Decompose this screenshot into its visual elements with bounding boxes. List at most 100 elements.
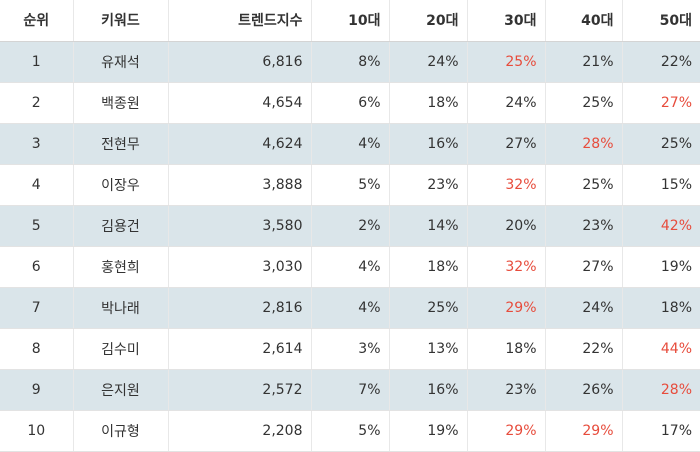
age-40-cell: 24% <box>545 287 623 329</box>
keyword-cell: 이규형 <box>73 410 169 452</box>
trend-index-cell: 2,572 <box>168 369 312 411</box>
keyword-cell: 전현무 <box>73 123 169 165</box>
age-50-cell: 17% <box>622 410 700 452</box>
table-row: 7 박나래 2,816 4% 25% 29% 24% 18% <box>0 287 700 329</box>
age-20-cell: 23% <box>389 164 468 206</box>
header-age-30: 30대 <box>467 0 546 42</box>
age-10-cell: 4% <box>311 287 390 329</box>
age-20-cell: 16% <box>389 369 468 411</box>
age-30-cell: 29% <box>467 287 546 329</box>
age-20-cell: 13% <box>389 328 468 370</box>
age-10-cell: 4% <box>311 246 390 288</box>
keyword-cell: 박나래 <box>73 287 169 329</box>
age-50-cell: 22% <box>622 41 700 83</box>
rank-cell: 9 <box>0 369 74 411</box>
trend-index-cell: 2,614 <box>168 328 312 370</box>
keyword-cell: 백종원 <box>73 82 169 124</box>
age-20-cell: 18% <box>389 82 468 124</box>
age-50-cell: 27% <box>622 82 700 124</box>
header-trend-index: 트렌드지수 <box>168 0 312 42</box>
age-50-cell: 44% <box>622 328 700 370</box>
keyword-cell: 이장우 <box>73 164 169 206</box>
table-row: 2 백종원 4,654 6% 18% 24% 25% 27% <box>0 82 700 124</box>
rank-cell: 6 <box>0 246 74 288</box>
trend-index-cell: 4,624 <box>168 123 312 165</box>
age-30-cell: 27% <box>467 123 546 165</box>
age-30-cell: 18% <box>467 328 546 370</box>
rank-cell: 4 <box>0 164 74 206</box>
keyword-cell: 김수미 <box>73 328 169 370</box>
age-10-cell: 4% <box>311 123 390 165</box>
table-row: 1 유재석 6,816 8% 24% 25% 21% 22% <box>0 41 700 83</box>
age-30-cell: 32% <box>467 164 546 206</box>
header-age-40: 40대 <box>545 0 623 42</box>
age-30-cell: 24% <box>467 82 546 124</box>
age-40-cell: 26% <box>545 369 623 411</box>
trend-index-cell: 3,580 <box>168 205 312 247</box>
table-row: 9 은지원 2,572 7% 16% 23% 26% 28% <box>0 369 700 411</box>
header-keyword: 키워드 <box>73 0 169 42</box>
age-40-cell: 27% <box>545 246 623 288</box>
age-20-cell: 19% <box>389 410 468 452</box>
rank-cell: 1 <box>0 41 74 83</box>
age-30-cell: 23% <box>467 369 546 411</box>
age-10-cell: 5% <box>311 410 390 452</box>
age-40-cell: 21% <box>545 41 623 83</box>
age-50-cell: 25% <box>622 123 700 165</box>
header-rank: 순위 <box>0 0 74 42</box>
trend-index-cell: 2,816 <box>168 287 312 329</box>
trend-index-cell: 4,654 <box>168 82 312 124</box>
keyword-cell: 유재석 <box>73 41 169 83</box>
table-row: 10 이규형 2,208 5% 19% 29% 29% 17% <box>0 410 700 452</box>
trend-index-cell: 6,816 <box>168 41 312 83</box>
keyword-cell: 홍현희 <box>73 246 169 288</box>
rank-cell: 10 <box>0 410 74 452</box>
age-40-cell: 23% <box>545 205 623 247</box>
header-age-50: 50대 <box>622 0 700 42</box>
age-40-cell: 25% <box>545 82 623 124</box>
table-row: 3 전현무 4,624 4% 16% 27% 28% 25% <box>0 123 700 165</box>
age-10-cell: 5% <box>311 164 390 206</box>
age-10-cell: 3% <box>311 328 390 370</box>
age-30-cell: 32% <box>467 246 546 288</box>
age-20-cell: 18% <box>389 246 468 288</box>
age-50-cell: 19% <box>622 246 700 288</box>
age-50-cell: 15% <box>622 164 700 206</box>
table-row: 8 김수미 2,614 3% 13% 18% 22% 44% <box>0 328 700 370</box>
table-header-row: 순위 키워드 트렌드지수 10대 20대 30대 40대 50대 <box>0 0 700 42</box>
age-50-cell: 18% <box>622 287 700 329</box>
table-body: 1 유재석 6,816 8% 24% 25% 21% 22% 2 백종원 4,654 6% 18% 24%… <box>0 41 700 452</box>
keyword-cell: 은지원 <box>73 369 169 411</box>
age-40-cell: 29% <box>545 410 623 452</box>
age-20-cell: 25% <box>389 287 468 329</box>
table-row: 4 이장우 3,888 5% 23% 32% 25% 15% <box>0 164 700 206</box>
age-40-cell: 22% <box>545 328 623 370</box>
header-age-10: 10대 <box>311 0 390 42</box>
header-age-20: 20대 <box>389 0 468 42</box>
age-50-cell: 28% <box>622 369 700 411</box>
age-20-cell: 14% <box>389 205 468 247</box>
age-10-cell: 6% <box>311 82 390 124</box>
age-40-cell: 28% <box>545 123 623 165</box>
rank-cell: 7 <box>0 287 74 329</box>
age-20-cell: 16% <box>389 123 468 165</box>
age-10-cell: 8% <box>311 41 390 83</box>
table-row: 5 김용건 3,580 2% 14% 20% 23% 42% <box>0 205 700 247</box>
rank-cell: 5 <box>0 205 74 247</box>
age-30-cell: 25% <box>467 41 546 83</box>
trend-index-cell: 2,208 <box>168 410 312 452</box>
keyword-cell: 김용건 <box>73 205 169 247</box>
age-20-cell: 24% <box>389 41 468 83</box>
rank-cell: 3 <box>0 123 74 165</box>
age-10-cell: 7% <box>311 369 390 411</box>
trend-index-cell: 3,888 <box>168 164 312 206</box>
age-30-cell: 29% <box>467 410 546 452</box>
age-50-cell: 42% <box>622 205 700 247</box>
age-40-cell: 25% <box>545 164 623 206</box>
age-10-cell: 2% <box>311 205 390 247</box>
table-row: 6 홍현희 3,030 4% 18% 32% 27% 19% <box>0 246 700 288</box>
rank-cell: 8 <box>0 328 74 370</box>
age-30-cell: 20% <box>467 205 546 247</box>
trend-index-cell: 3,030 <box>168 246 312 288</box>
